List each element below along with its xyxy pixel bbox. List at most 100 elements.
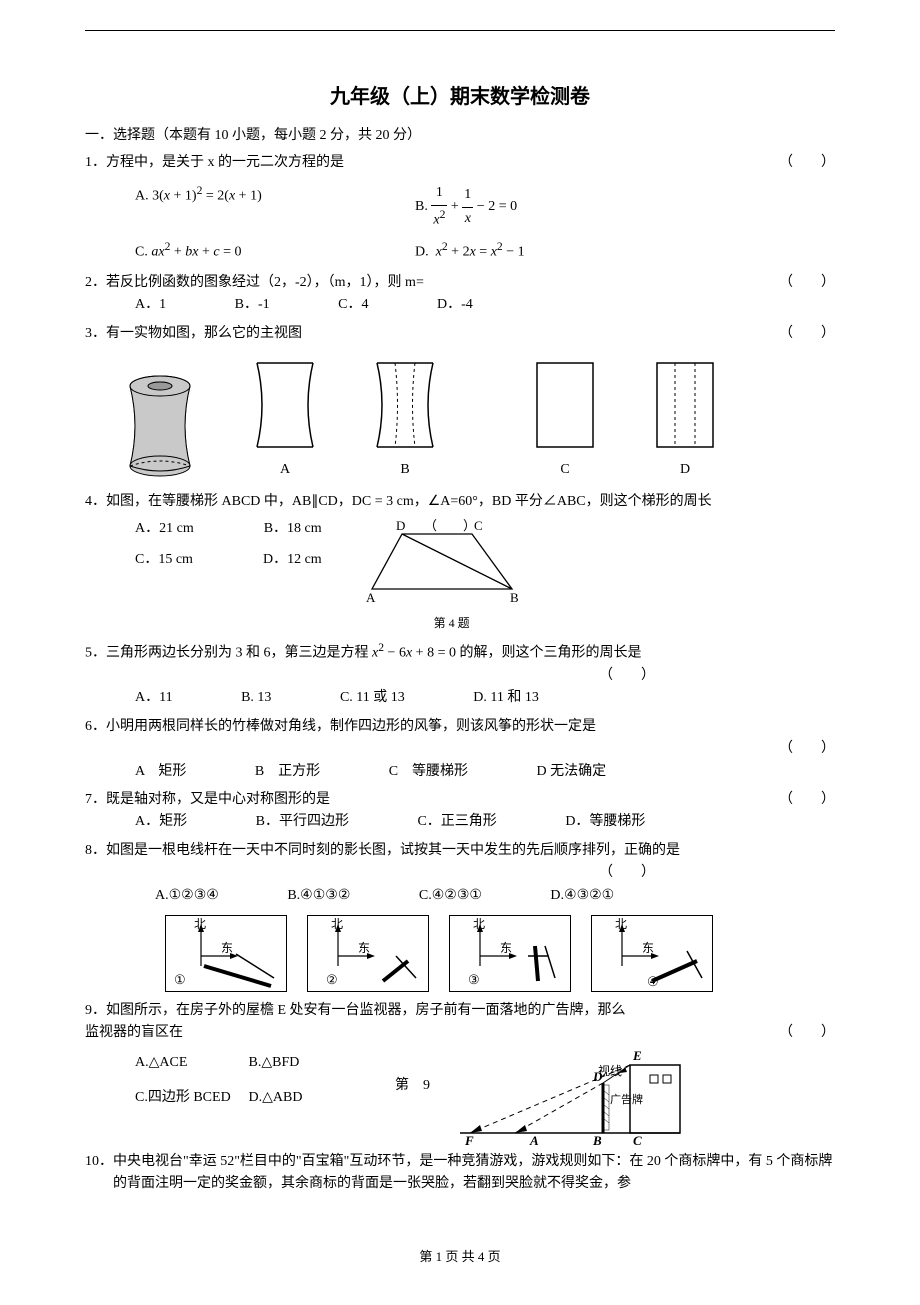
svg-text:①: ①	[174, 972, 186, 987]
q9-opt-d: D.△ABD	[249, 1090, 303, 1105]
answer-blank: （ ）	[779, 272, 835, 294]
q7-opt-a: A．矩形	[135, 811, 187, 833]
shadow-4-icon: 北 东 ④	[592, 916, 712, 991]
page-footer: 第 1 页 共 4 页	[85, 1246, 835, 1265]
svg-text:④: ④	[647, 974, 659, 989]
q2-opt-c: C．4	[338, 294, 368, 316]
q4-opt-c: C．15 cm	[135, 545, 193, 576]
section-header: 一．选择题（本题有 10 小题，每小题 2 分，共 20 分）	[85, 124, 835, 144]
label-b: B	[510, 590, 519, 605]
q5-opt-d: D. 11 和 13	[473, 687, 539, 709]
question-8: 8．如图是一根电线杆在一天中不同时刻的影长图，试按其一天中发生的先后顺序排列，正…	[85, 840, 835, 992]
svg-text:东: 东	[500, 941, 512, 955]
svg-text:B: B	[592, 1133, 602, 1145]
q2-opt-d: D．-4	[437, 294, 473, 316]
svg-text:视线: 视线	[598, 1063, 622, 1078]
answer-blank: （ ）	[779, 738, 835, 760]
svg-text:东: 东	[642, 941, 654, 955]
label-a: A	[366, 590, 376, 605]
shadow-fig-2: 北 东 ②	[307, 915, 429, 992]
q3-opt-d-shape: D	[645, 355, 725, 481]
q6-opt-c: C 等腰梯形	[389, 761, 468, 783]
answer-blank: （ ）	[599, 865, 655, 880]
svg-text:北: 北	[331, 917, 343, 931]
q7-opt-d: D．等腰梯形	[565, 811, 645, 833]
q2-opt-b: B．-1	[235, 294, 270, 316]
q2-stem: 2．若反比例函数的图象经过（2，-2），（m，1），则 m=	[85, 272, 424, 294]
svg-text:东: 东	[358, 941, 370, 955]
question-7: 7．既是轴对称，又是中心对称图形的是 （ ） A．矩形 B．平行四边形 C．正三…	[85, 789, 835, 834]
q9-opt-c: C.四边形 BCED	[135, 1080, 245, 1115]
q5-stem: 5．三角形两边长分别为 3 和 6，第三边是方程 x2 − 6x + 8 = 0…	[85, 639, 835, 665]
question-6: 6．小明用两根同样长的竹棒做对角线，制作四边形的风筝，则该风筝的形状一定是 （ …	[85, 716, 835, 783]
q4-figure: D C A B （ ） 第 4 题	[352, 514, 552, 633]
q8-opt-b: B.④①③②	[287, 885, 350, 907]
q2-opt-a: A．1	[135, 294, 166, 316]
q1-stem: 1．方程中，是关于 x 的一元二次方程的是	[85, 152, 344, 174]
house-monitor-icon: E D F A B C 视线 广告牌	[455, 1045, 735, 1145]
shape-b-icon	[365, 355, 445, 455]
question-3: 3．有一实物如图，那么它的主视图 （ ）	[85, 323, 835, 482]
question-1: 1．方程中，是关于 x 的一元二次方程的是 （ ） A. 3(x + 1)2 =…	[85, 152, 835, 264]
q7-opt-b: B．平行四边形	[256, 811, 349, 833]
q5-opt-a: A．11	[135, 687, 173, 709]
question-2: 2．若反比例函数的图象经过（2，-2），（m，1），则 m= （ ） A．1 B…	[85, 272, 835, 317]
q4-opt-a: A．21 cm	[135, 514, 194, 545]
svg-text:②: ②	[326, 972, 338, 987]
q1-opt-d: D. x2 + 2x = x2 − 1	[415, 238, 525, 264]
page-title: 九年级（上）期末数学检测卷	[85, 80, 835, 109]
q1-opt-a: A. 3(x + 1)2 = 2(x + 1)	[135, 182, 415, 231]
q4-fig-caption: 第 4 题	[352, 614, 552, 633]
q10-stem: 10．中央电视台"幸运 52"栏目中的"百宝箱"互动环节，是一种竞猜游戏，游戏规…	[85, 1151, 835, 1196]
svg-text:③: ③	[468, 972, 480, 987]
svg-text:北: 北	[194, 917, 206, 931]
label-d: D	[396, 518, 405, 533]
q7-stem: 7．既是轴对称，又是中心对称图形的是	[85, 789, 330, 811]
shadow-fig-3: 北 东 ③	[449, 915, 571, 992]
shape-c-icon	[525, 355, 605, 455]
answer-blank: （ ）	[599, 668, 655, 683]
trapezoid-icon: D C A B （ ）	[352, 514, 552, 614]
q4-paren: （ ）	[424, 518, 476, 533]
q8-stem: 8．如图是一根电线杆在一天中不同时刻的影长图，试按其一天中发生的先后顺序排列，正…	[85, 840, 835, 862]
question-9: 9．如图所示，在房子外的屋檐 E 处安有一台监视器，房子前有一面落地的广告牌，那…	[85, 1000, 835, 1145]
svg-text:北: 北	[615, 917, 627, 931]
q4-opt-d: D．12 cm	[263, 545, 322, 576]
answer-blank: （ ）	[779, 1022, 835, 1044]
q3-label-d: D	[645, 459, 725, 481]
q3-opt-a-shape: A	[245, 355, 325, 481]
q9-stem: 9．如图所示，在房子外的屋檐 E 处安有一台监视器，房子前有一面落地的广告牌，那…	[85, 1000, 835, 1022]
q6-opt-a: A 矩形	[135, 761, 186, 783]
q6-opt-b: B 正方形	[255, 761, 320, 783]
answer-blank: （ ）	[779, 323, 835, 345]
svg-text:广告牌: 广告牌	[610, 1092, 643, 1106]
shadow-fig-4: 北 东 ④	[591, 915, 713, 992]
shadow-3-icon: 北 东 ③	[450, 916, 570, 991]
q1-opt-c: C. ax2 + bx + c = 0	[135, 238, 415, 264]
svg-text:F: F	[464, 1133, 474, 1145]
q9-figure: E D F A B C 视线 广告牌	[455, 1045, 735, 1145]
top-rule	[85, 30, 835, 31]
shadow-fig-1: 北 东 ①	[165, 915, 287, 992]
question-10: 10．中央电视台"幸运 52"栏目中的"百宝箱"互动环节，是一种竞猜游戏，游戏规…	[85, 1151, 835, 1196]
svg-text:东: 东	[221, 941, 233, 955]
shape-a-icon	[245, 355, 325, 455]
q7-opt-c: C．正三角形	[417, 811, 496, 833]
q6-opt-d: D 无法确定	[537, 761, 607, 783]
q4-stem: 4．如图，在等腰梯形 ABCD 中，AB∥CD，DC = 3 cm，∠A=60°…	[85, 491, 835, 513]
q4-opt-b: B．18 cm	[264, 514, 322, 545]
q8-opt-d: D.④③②①	[550, 885, 614, 907]
q3-opt-c-shape: C	[525, 355, 605, 481]
shadow-1-icon: 北 东 ①	[166, 916, 286, 991]
q3-label-c: C	[525, 459, 605, 481]
q9-opt-a: A.△ACE	[135, 1045, 245, 1080]
q3-label-a: A	[245, 459, 325, 481]
cylinder-icon	[115, 371, 205, 481]
answer-blank: （ ）	[779, 152, 835, 174]
shadow-2-icon: 北 东 ②	[308, 916, 428, 991]
question-4: 4．如图，在等腰梯形 ABCD 中，AB∥CD，DC = 3 cm，∠A=60°…	[85, 491, 835, 633]
exam-page: 九年级（上）期末数学检测卷 一．选择题（本题有 10 小题，每小题 2 分，共 …	[0, 0, 920, 1305]
q9-stem2: 监视器的盲区在	[85, 1022, 183, 1044]
svg-text:E: E	[632, 1048, 642, 1063]
q3-opt-b-shape: B	[365, 355, 445, 481]
